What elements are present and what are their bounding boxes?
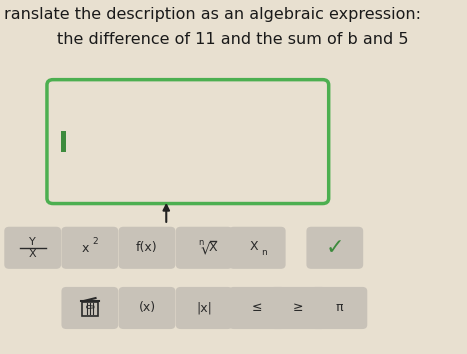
Text: n: n	[198, 238, 204, 247]
FancyBboxPatch shape	[306, 227, 363, 269]
FancyBboxPatch shape	[62, 287, 118, 329]
Text: X: X	[29, 249, 36, 259]
FancyBboxPatch shape	[229, 227, 286, 269]
FancyBboxPatch shape	[229, 287, 286, 329]
Text: ✓: ✓	[325, 238, 344, 258]
FancyBboxPatch shape	[119, 287, 176, 329]
Text: the difference of 11 and the sum of b and 5: the difference of 11 and the sum of b an…	[57, 32, 409, 47]
FancyBboxPatch shape	[269, 287, 326, 329]
FancyBboxPatch shape	[311, 287, 367, 329]
Text: ≥: ≥	[293, 302, 303, 314]
Text: π: π	[335, 302, 343, 314]
FancyBboxPatch shape	[62, 227, 118, 269]
Text: (x): (x)	[138, 302, 156, 314]
Text: n: n	[261, 248, 267, 257]
Text: Y: Y	[29, 237, 36, 247]
Text: X: X	[250, 240, 258, 253]
FancyBboxPatch shape	[176, 227, 233, 269]
Text: f(x): f(x)	[136, 241, 158, 254]
Text: X: X	[209, 241, 218, 253]
FancyBboxPatch shape	[61, 131, 66, 152]
Text: √: √	[200, 241, 210, 256]
FancyBboxPatch shape	[47, 80, 329, 204]
Text: ⚰: ⚰	[85, 302, 95, 314]
FancyBboxPatch shape	[176, 287, 233, 329]
Text: |x|: |x|	[196, 302, 212, 314]
Text: ≤: ≤	[252, 302, 262, 314]
FancyBboxPatch shape	[4, 227, 61, 269]
Text: ranslate the description as an algebraic expression:: ranslate the description as an algebraic…	[4, 7, 421, 22]
Text: 2: 2	[92, 237, 98, 246]
FancyBboxPatch shape	[119, 227, 176, 269]
Text: x: x	[81, 242, 89, 255]
